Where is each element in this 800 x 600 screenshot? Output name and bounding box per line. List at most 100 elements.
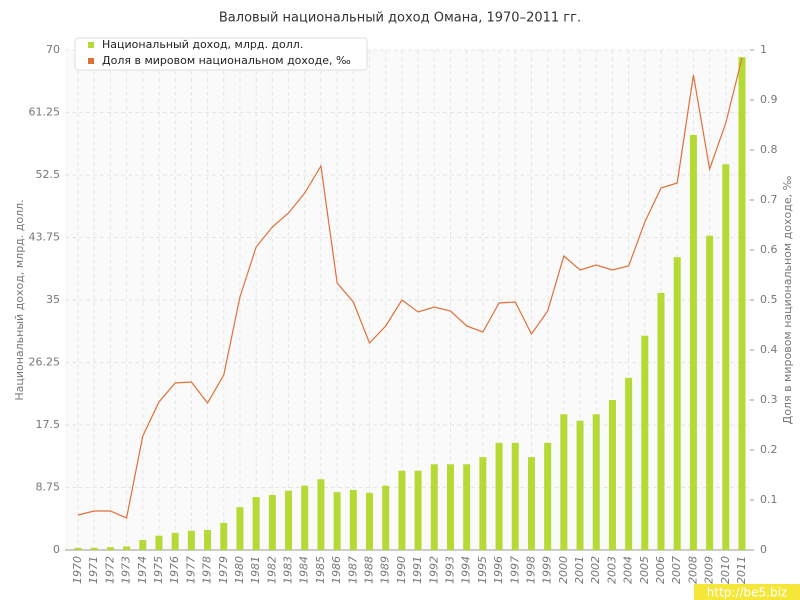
x-tick-label: 2006: [654, 556, 667, 584]
x-tick-label: 1982: [265, 556, 278, 584]
bar: [738, 57, 746, 551]
x-tick-label: 1970: [71, 556, 84, 584]
bar: [90, 547, 98, 550]
watermark-bg: [694, 584, 800, 600]
bar: [673, 257, 681, 550]
x-tick-label: 1999: [541, 556, 554, 584]
x-tick-label: 1971: [87, 556, 100, 584]
x-tick-label: 1991: [411, 556, 424, 584]
x-tick-label: 1979: [217, 556, 230, 584]
x-tick-label: 1973: [120, 556, 133, 584]
bar: [495, 442, 503, 550]
bar: [187, 530, 195, 550]
bar: [155, 535, 163, 550]
bar: [171, 532, 179, 550]
bar: [527, 457, 535, 550]
y-tick-label: 52.5: [36, 168, 61, 181]
bar: [430, 464, 438, 550]
bar: [722, 164, 730, 551]
x-tick-label: 1996: [492, 556, 505, 584]
line: [77, 57, 743, 519]
x-tick-label: 1984: [298, 556, 311, 584]
bar: [220, 522, 228, 550]
x-tick-label: 1995: [476, 556, 489, 584]
x-tick-label: 2000: [557, 556, 570, 584]
x-tick-label: 1998: [524, 556, 537, 584]
bar: [592, 414, 600, 550]
x-tick-label: 1980: [233, 556, 246, 584]
y2-tick-label: 0.1: [760, 493, 778, 506]
x-tick-label: 1978: [201, 556, 214, 584]
legend-box: [74, 37, 368, 71]
bar: [446, 464, 454, 550]
bar: [576, 420, 584, 550]
x-tick-label: 2003: [605, 556, 618, 584]
bar: [106, 547, 114, 550]
chart-title: Валовый национальный доход Омана, 1970–2…: [219, 11, 581, 26]
x-tick-label: 1972: [103, 556, 116, 584]
x-tick-label: 1992: [427, 556, 440, 584]
y2-tick-label: 0.3: [760, 393, 778, 406]
y-tick-label: 43.75: [29, 231, 61, 244]
bar: [463, 464, 471, 550]
x-tick-label: 2001: [573, 556, 586, 584]
bar: [285, 490, 293, 550]
x-tick-label: 2010: [719, 556, 732, 584]
y2-tick-label: 0: [760, 543, 767, 556]
bar: [204, 530, 212, 550]
x-tick-label: 1988: [363, 556, 376, 584]
bar: [236, 507, 244, 550]
bar: [625, 377, 633, 550]
y2-tick-label: 0.2: [760, 443, 778, 456]
x-tick-label: 1990: [395, 556, 408, 584]
bar: [366, 492, 374, 550]
y2-tick-label: 1: [760, 43, 767, 56]
y-tick-label: 17.5: [36, 418, 61, 431]
x-tick-label: 1985: [314, 556, 327, 584]
bar: [608, 400, 616, 550]
bar: [511, 442, 519, 550]
bar: [689, 135, 697, 550]
x-tick-label: 1983: [282, 556, 295, 584]
bar: [414, 470, 422, 550]
bar: [349, 490, 357, 550]
x-tick-label: 1997: [508, 556, 521, 584]
x-tick-label: 2007: [670, 556, 683, 584]
bar: [706, 235, 714, 550]
legend-swatch: [88, 58, 94, 64]
x-tick-label: 1989: [379, 556, 392, 584]
bar: [317, 479, 325, 550]
y2-tick-label: 0.9: [760, 93, 778, 106]
x-tick-label: 2008: [686, 556, 699, 584]
x-tick-label: 1994: [460, 556, 473, 584]
bar: [657, 292, 665, 550]
x-tick-label: 1974: [136, 556, 149, 584]
x-tick-label: 2005: [638, 556, 651, 584]
bar: [479, 457, 487, 550]
x-tick-label: 2009: [703, 556, 716, 584]
legend-swatch: [88, 42, 94, 48]
y2-tick-label: 0.5: [760, 293, 778, 306]
y2-tick-label: 0.6: [760, 243, 778, 256]
bar: [560, 414, 568, 550]
y-tick-label: 26.25: [29, 356, 61, 369]
x-tick-label: 1987: [346, 556, 359, 584]
legend-label: Доля в мировом национальном доходе, ‰: [102, 54, 351, 67]
y-tick-label: 70: [46, 43, 60, 56]
x-tick-label: 2004: [622, 556, 635, 584]
y-tick-label: 0: [53, 543, 60, 556]
y-tick-label: 35: [46, 293, 60, 306]
y2-axis-label: Доля в мировом национальном доходе, ‰: [781, 175, 794, 424]
bar: [544, 442, 552, 550]
bar: [252, 497, 260, 550]
legend-label: Национальный доход, млрд. долл.: [102, 38, 303, 51]
y2-tick-label: 0.7: [760, 193, 778, 206]
y-axis-label: Национальный доход, млрд. долл.: [13, 199, 26, 400]
bar: [301, 485, 309, 550]
bar: [74, 547, 82, 550]
bar: [268, 495, 276, 550]
x-tick-label: 1993: [443, 556, 456, 584]
y-tick-label: 8.75: [36, 481, 61, 494]
bar: [641, 335, 649, 550]
